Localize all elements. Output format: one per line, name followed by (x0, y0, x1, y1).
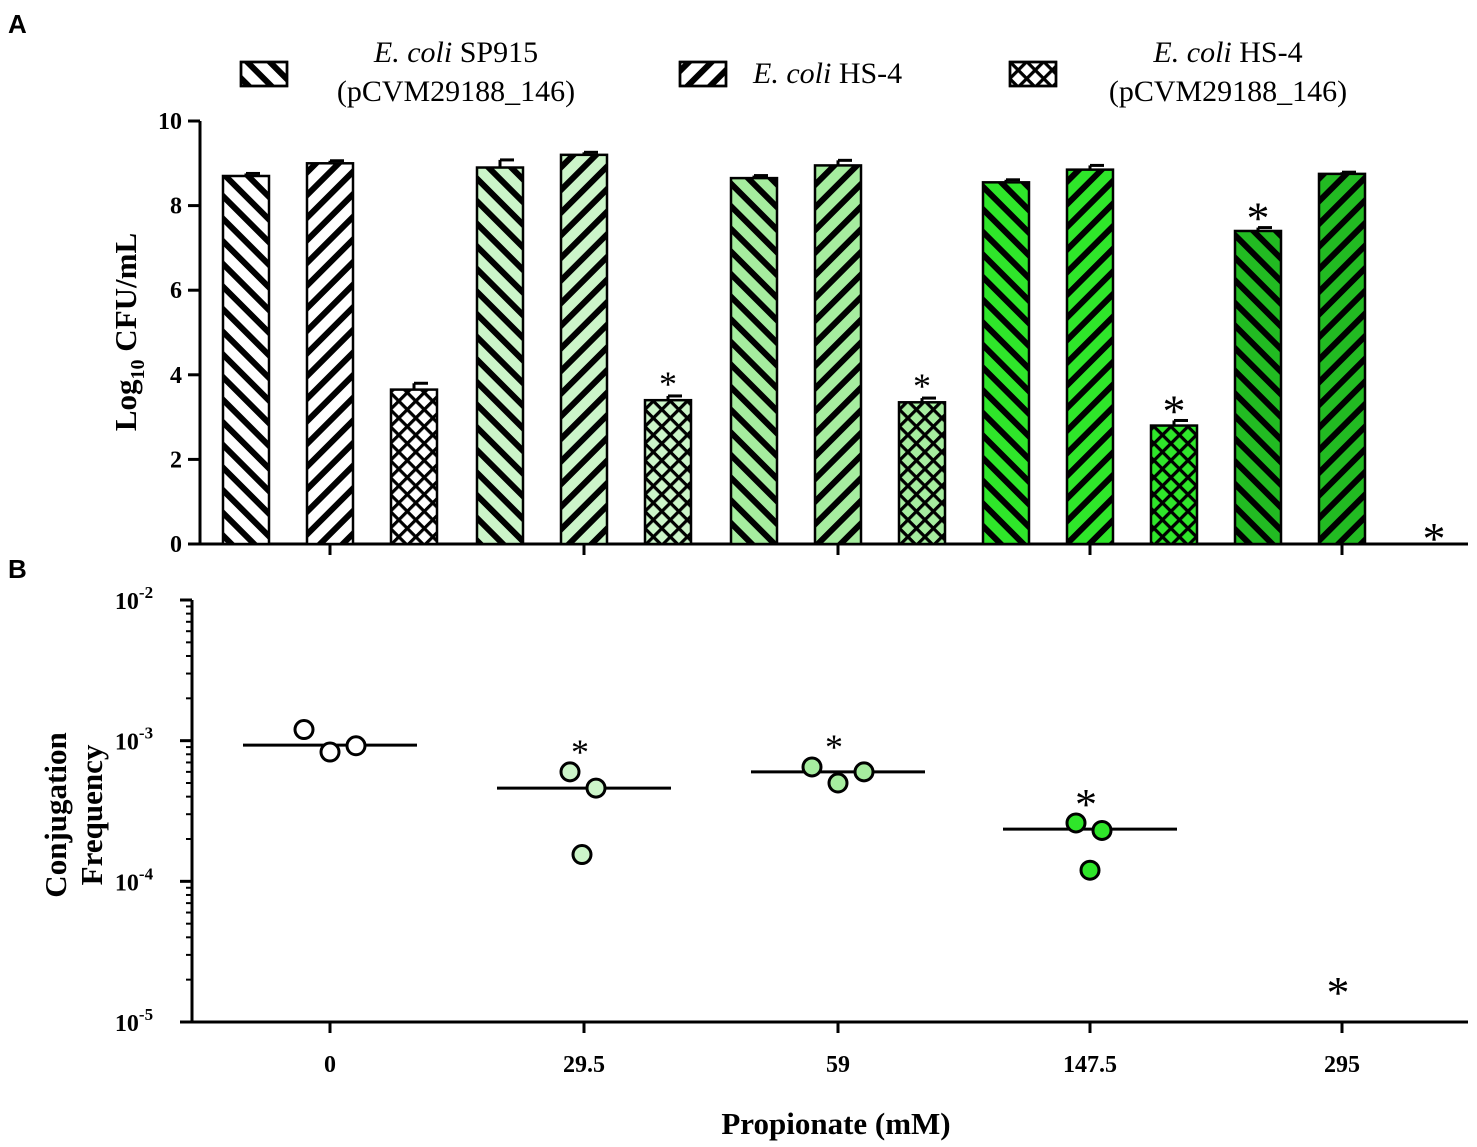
legend-1-rest: SP915 (452, 36, 538, 69)
legend-3-italic: E. coli (1152, 36, 1231, 69)
data-point (293, 719, 315, 741)
panel-a-bar-chart: Log10 CFU/mL 0 2 4 6 8 10 * * * * * (108, 109, 1468, 564)
panel-b-y-tick-label: 10-4 (115, 864, 154, 896)
legend-swatch-hs4 (678, 60, 728, 88)
svg-text:E. coli HS-4: E. coli HS-4 (752, 57, 902, 90)
bar (305, 162, 355, 546)
data-point (827, 772, 849, 794)
legend-swatch-hs4-plasmid (1008, 60, 1058, 88)
bar (1317, 172, 1367, 546)
legend-2-italic: E. coli (752, 57, 831, 90)
panel-a-y-tick-label: 8 (170, 194, 182, 220)
panel-a-y-axis-label: Log10 CFU/mL (108, 233, 149, 431)
bar (1149, 424, 1199, 546)
bar (813, 164, 863, 546)
legend-2-rest: HS-4 (831, 57, 902, 90)
data-point (559, 761, 581, 783)
panel-a-y-tick-label: 0 (170, 532, 182, 558)
significance-star: * (1163, 385, 1186, 436)
legend-entry-sp915: E. coli SP915 (pCVM29188_146) (239, 36, 575, 108)
panel-b-scatter-chart: Conjugation Frequency Propionate (mM) 10… (38, 583, 1468, 1141)
data-point (1091, 819, 1113, 841)
svg-text:E. coli SP915: E. coli SP915 (373, 36, 538, 69)
bar (475, 166, 525, 546)
significance-star: * (659, 364, 677, 404)
bar (729, 176, 779, 546)
bar (981, 181, 1031, 546)
data-point (345, 735, 367, 757)
legend-3-line2: (pCVM29188_146) (1109, 75, 1347, 108)
significance-star: * (571, 732, 589, 772)
data-point (853, 761, 875, 783)
legend-1-italic: E. coli (373, 36, 452, 69)
legend-entry-hs4: E. coli HS-4 (678, 57, 902, 90)
data-point (319, 741, 341, 763)
significance-star: * (913, 366, 931, 406)
significance-star: * (825, 727, 843, 767)
legend-entry-hs4-plasmid: E. coli HS-4 (pCVM29188_146) (1008, 36, 1347, 108)
panel-b-y-axis-label-line1: Conjugation (38, 732, 73, 897)
data-point (585, 777, 607, 799)
panel-b-y-tick-label: 10-5 (115, 1005, 153, 1037)
x-tick-label: 147.5 (1063, 1052, 1117, 1078)
bar (389, 388, 439, 546)
significance-star: * (1247, 193, 1270, 244)
legend: E. coli SP915 (pCVM29188_146) E. coli HS… (239, 36, 1347, 108)
data-point (801, 756, 823, 778)
data-point (1065, 812, 1087, 834)
panel-b-y-tick-label: 10-2 (115, 583, 153, 615)
legend-1-line2: (pCVM29188_146) (337, 75, 575, 108)
legend-3-rest: HS-4 (1232, 36, 1303, 69)
x-tick-label: 29.5 (563, 1052, 605, 1078)
data-point (1079, 859, 1101, 881)
significance-star: * (1075, 780, 1097, 829)
panel-a-y-tick-label: 4 (170, 363, 182, 389)
x-tick-label: 295 (1324, 1052, 1360, 1078)
bar (1233, 229, 1283, 546)
bar (1065, 168, 1115, 546)
significance-star: * (1327, 967, 1350, 1018)
bar (897, 401, 947, 546)
panel-a-y-tick-label: 10 (158, 109, 182, 135)
panel-b-y-tick-label: 10-3 (115, 724, 153, 756)
bar (221, 174, 271, 546)
bar (643, 398, 693, 546)
panel-b-y-axis-label-line2: Frequency (74, 744, 109, 885)
x-axis-label: Propionate (mM) (721, 1106, 950, 1141)
bar (559, 153, 609, 546)
panel-a-label: A (8, 9, 27, 39)
svg-text:E. coli HS-4: E. coli HS-4 (1152, 36, 1302, 69)
x-tick-label: 59 (826, 1052, 850, 1078)
panel-a-y-tick-label: 6 (170, 278, 182, 304)
significance-star: * (1423, 513, 1446, 564)
panel-a-y-tick-label: 2 (170, 447, 182, 473)
panel-b-label: B (8, 554, 27, 584)
x-tick-label: 0 (324, 1052, 336, 1078)
data-point (571, 844, 593, 866)
